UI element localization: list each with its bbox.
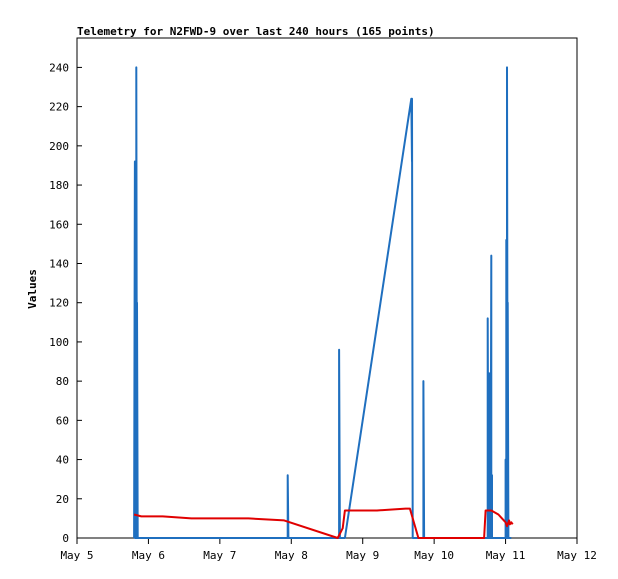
x-tick-label: May 5 [60, 549, 93, 562]
x-axis: May 5 May 6 May 7 May 8 May 9 May 10 May 11 May… [60, 538, 597, 562]
x-tick-label: May 8 [275, 549, 308, 562]
x-tick-label: May 10 [414, 549, 454, 562]
y-axis: 0 20 40 60 80 100 120 140 160 180 200 220 240 [49, 61, 82, 545]
chart-title: Telemetry for N2FWD-9 over last 240 hour… [77, 25, 435, 38]
y-tick-label: 120 [49, 297, 69, 310]
y-tick-label: 100 [49, 336, 69, 349]
y-tick-label: 40 [56, 454, 69, 467]
y-tick-label: 160 [49, 218, 69, 231]
x-tick-label: May 7 [203, 549, 236, 562]
x-tick-label: May 12 [557, 549, 597, 562]
x-tick-label: May 6 [132, 549, 165, 562]
x-tick-label: May 9 [346, 549, 379, 562]
y-tick-label: 140 [49, 257, 69, 270]
y-tick-label: 220 [49, 101, 69, 114]
series-line-2 [133, 507, 514, 539]
y-tick-label: 180 [49, 179, 69, 192]
x-tick-label: May 11 [486, 549, 526, 562]
y-tick-label: 0 [62, 532, 69, 545]
plot-frame [76, 37, 578, 539]
y-tick-label: 80 [56, 375, 69, 388]
y-tick-label: 200 [49, 140, 69, 153]
y-tick-label: 20 [56, 493, 69, 506]
y-tick-label: 60 [56, 414, 69, 427]
plot-area [133, 66, 514, 539]
y-axis-label: Values [26, 269, 39, 309]
series-line-1 [133, 66, 512, 539]
y-tick-label: 240 [49, 61, 69, 74]
